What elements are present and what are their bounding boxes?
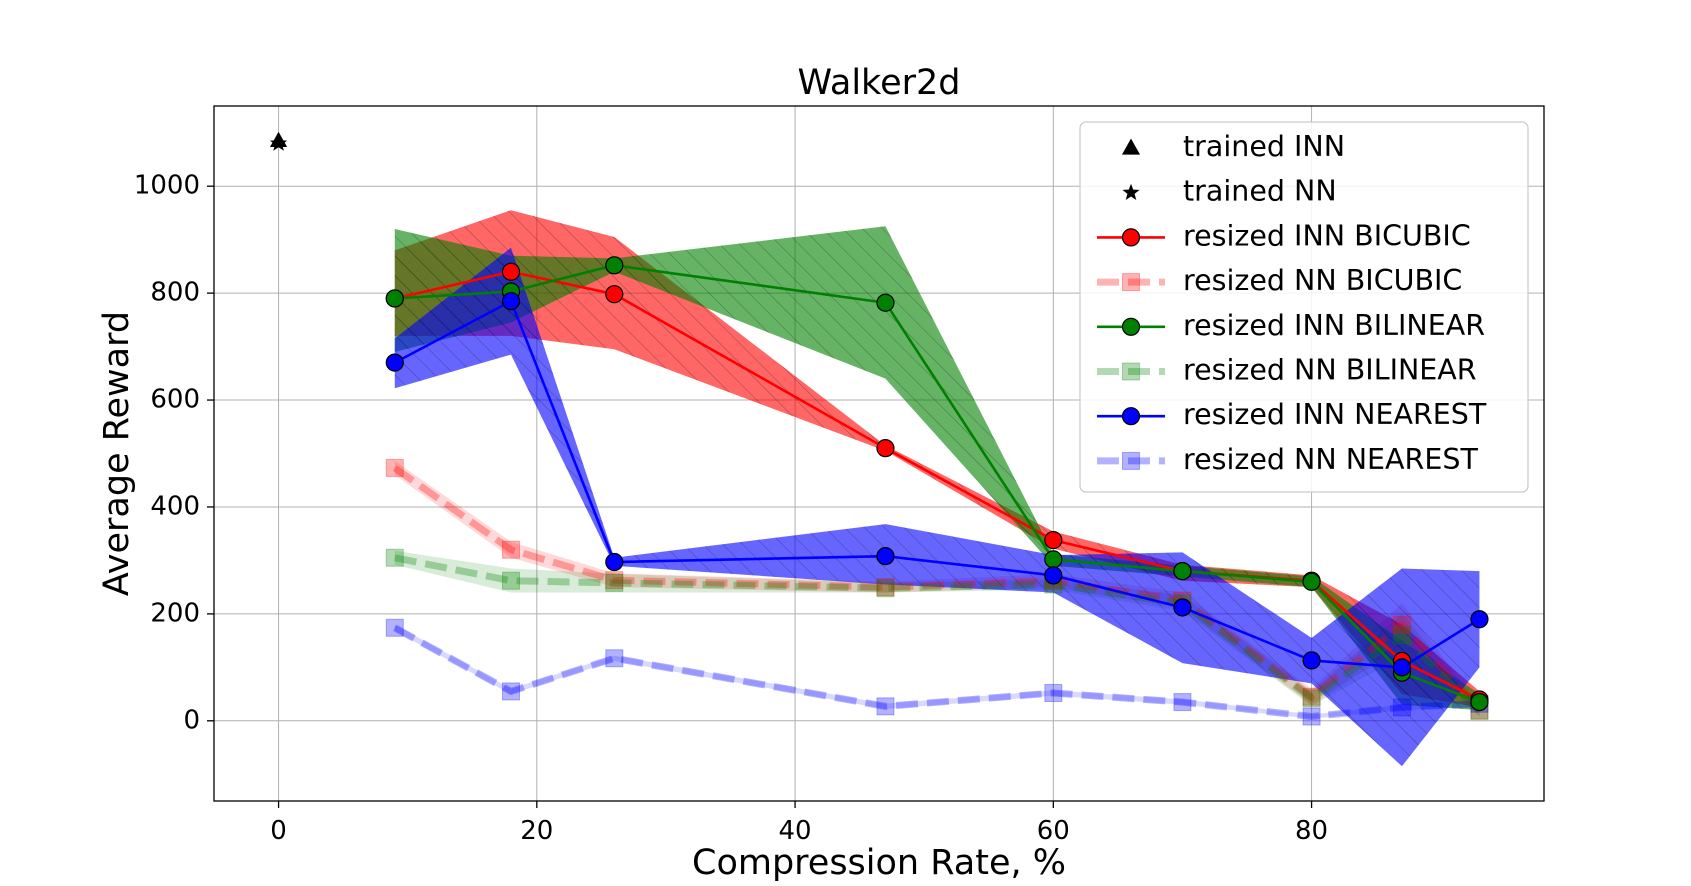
legend-resized-nn-bicubic-label: resized NN BICUBIC: [1183, 264, 1462, 297]
legend-box: [1079, 121, 1529, 493]
resized-nn-nearest-point: [501, 682, 520, 701]
resized-inn-bilinear-point: [876, 293, 895, 312]
resized-nn-bicubic-point: [605, 571, 624, 590]
resized-nn-bilinear-point: [1302, 689, 1321, 708]
plot-frame: [213, 105, 1545, 802]
x-tick-label: 60: [1037, 816, 1070, 846]
legend-resized-inn-nearest-label: resized INN NEAREST: [1183, 398, 1487, 431]
resized-inn-nearest-point: [1173, 598, 1192, 617]
legend-resized-inn-bicubic-marker: [1121, 228, 1141, 247]
legend-trained-inn-marker: [1121, 138, 1141, 155]
x-tick-label: 0: [270, 816, 287, 846]
resized-inn-nearest-point: [385, 353, 404, 372]
resized-inn-nearest-point: [1302, 651, 1321, 670]
legend-trained-nn-marker: [1122, 183, 1140, 200]
legend-resized-inn-bilinear-label: resized INN BILINEAR: [1183, 309, 1485, 342]
y-axis-label: Average Reward: [97, 311, 137, 596]
legend-resized-nn-bicubic-marker: [1122, 273, 1140, 292]
legend-resized-nn-bilinear-label: resized NN BILINEAR: [1183, 354, 1477, 387]
legend-trained-nn-label: trained NN: [1183, 175, 1337, 208]
legend-resized-inn-bilinear-marker: [1121, 317, 1141, 336]
resized-inn-nearest-band-hatch: [394, 247, 1480, 767]
data-points: [270, 131, 1489, 726]
resized-inn-bilinear-point: [1044, 550, 1063, 569]
trained-nn-point: [270, 134, 288, 151]
resized-inn-nearest-point: [501, 292, 521, 311]
resized-inn-nearest-point: [1044, 566, 1063, 585]
chart-title: Walker2d: [798, 63, 961, 103]
resized-nn-bicubic-point: [1302, 687, 1321, 706]
resized-inn-nearest-point: [1470, 610, 1489, 629]
resized-inn-bicubic-point: [1044, 531, 1063, 550]
y-tick-label: 1000: [134, 171, 200, 201]
y-tick-label: 600: [150, 385, 200, 415]
resized-nn-nearest-line: [393, 624, 1480, 721]
legend-resized-nn-nearest-label: resized NN NEAREST: [1183, 443, 1478, 476]
legend-resized-inn-bicubic-label: resized INN BICUBIC: [1183, 219, 1471, 252]
resized-inn-nearest-point: [1392, 658, 1412, 677]
y-tick-label: 200: [150, 598, 200, 628]
resized-nn-bicubic-band: [394, 460, 1480, 716]
y-tick-label: 400: [150, 491, 200, 521]
resized-inn-bilinear-point: [1470, 692, 1489, 712]
legend: trained INN trained NN resized INN BICUBIC…: [1079, 121, 1529, 493]
resized-nn-nearest-point: [876, 697, 895, 716]
legend-trained-inn-label: trained INN: [1183, 130, 1345, 163]
resized-nn-nearest-point: [1044, 684, 1063, 703]
legend-resized-inn-nearest-marker: [1121, 407, 1141, 426]
resized-nn-bicubic-point: [1392, 615, 1411, 634]
x-tick-label: 20: [520, 816, 553, 846]
resized-nn-bilinear-band: [394, 550, 1480, 717]
resized-nn-nearest-point: [1392, 698, 1411, 717]
x-tick-label: 40: [779, 816, 812, 846]
resized-nn-bilinear-point: [605, 573, 624, 592]
resized-nn-bilinear-point: [876, 579, 895, 598]
resized-nn-bilinear-point: [501, 571, 520, 590]
resized-inn-nearest-point: [876, 547, 895, 566]
x-tick-label: 80: [1295, 816, 1328, 846]
resized-inn-bilinear-point: [1173, 562, 1192, 581]
x-axis-label: Compression Rate, %: [692, 843, 1066, 883]
resized-inn-bicubic-band-hatch: [394, 210, 1480, 708]
resized-inn-bilinear-point: [385, 289, 404, 308]
legend-resized-nn-bilinear-marker: [1122, 362, 1140, 381]
resized-inn-bilinear-point: [1302, 572, 1321, 591]
resized-inn-bilinear-point: [605, 256, 624, 275]
resized-inn-bicubic-point: [876, 439, 895, 458]
resized-inn-nearest-point: [605, 552, 624, 572]
resized-nn-nearest-point: [1302, 707, 1321, 726]
resized-nn-nearest-point: [605, 649, 624, 668]
resized-nn-bilinear-point: [385, 548, 404, 567]
resized-nn-bicubic-point: [501, 540, 520, 559]
resized-inn-bicubic-point: [501, 262, 521, 281]
y-tick-label: 800: [150, 278, 200, 308]
resized-inn-bicubic-point: [605, 285, 624, 304]
y-tick-label: 0: [183, 705, 200, 735]
legend-resized-nn-nearest-marker: [1122, 451, 1140, 470]
resized-nn-bicubic-point: [876, 578, 895, 597]
resized-nn-bicubic-point: [385, 458, 404, 477]
resized-nn-nearest-point: [385, 618, 404, 637]
resized-nn-nearest-point: [1173, 693, 1192, 712]
resized-nn-bilinear-point: [1392, 626, 1411, 645]
